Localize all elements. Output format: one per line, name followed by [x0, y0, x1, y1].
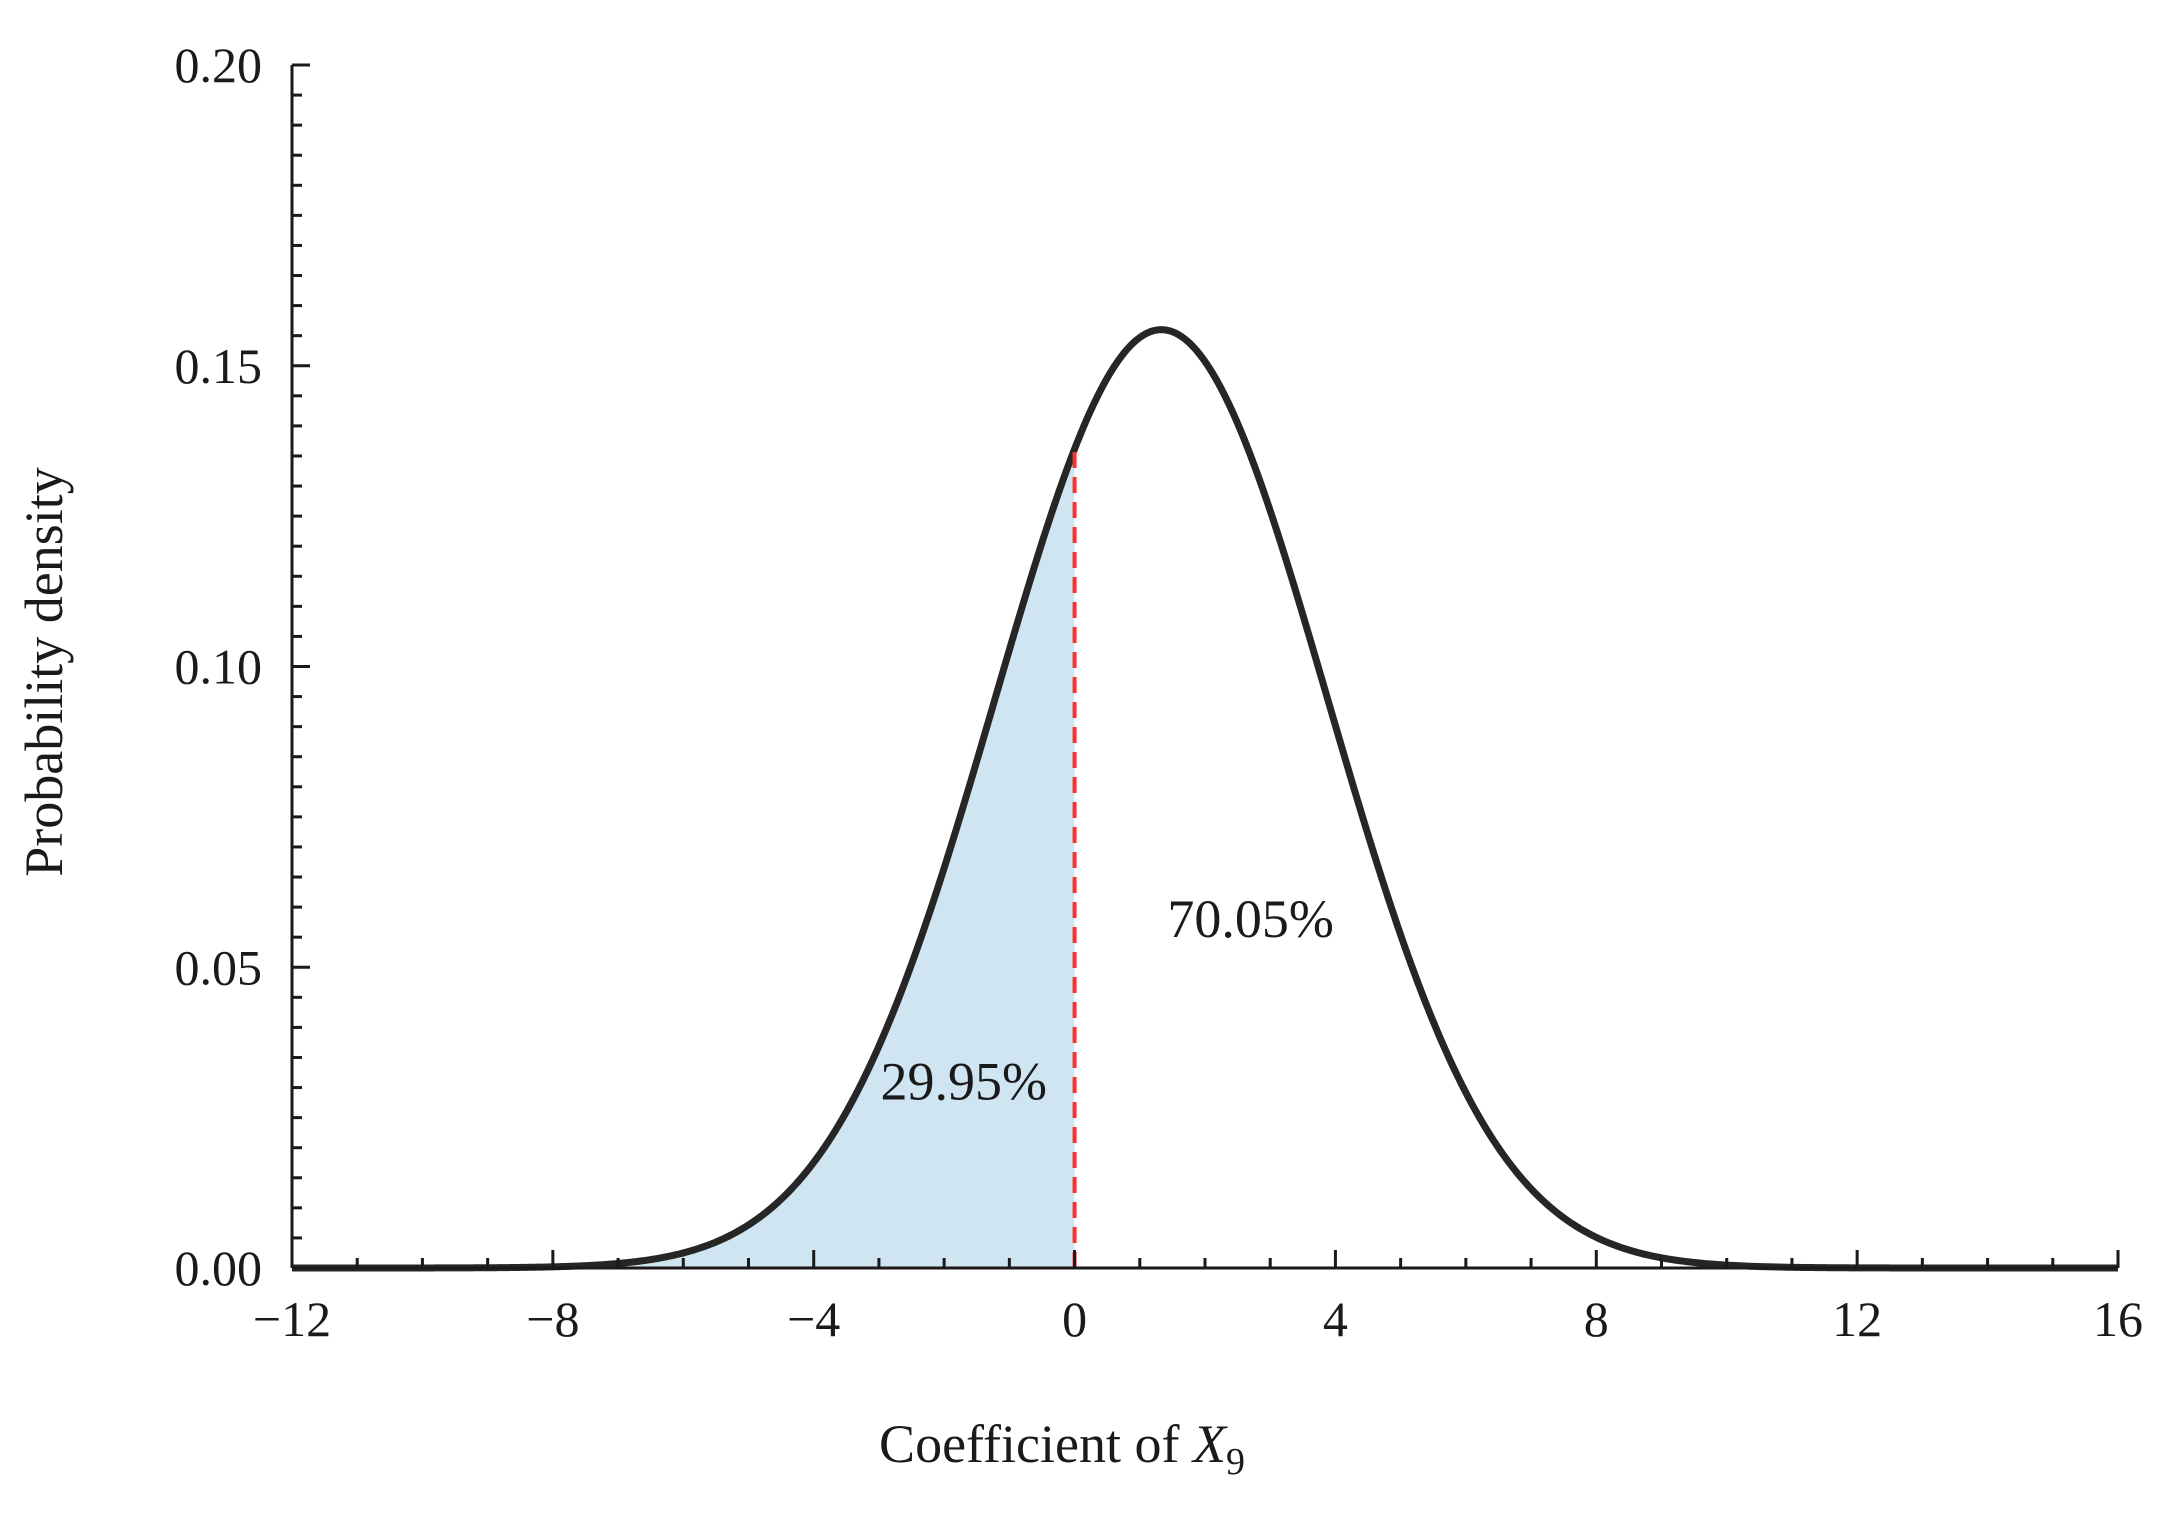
y-tick-label: 0.15 — [175, 338, 263, 394]
y-tick-label: 0.00 — [175, 1240, 263, 1296]
x-tick-label: 12 — [1832, 1291, 1882, 1347]
density-curve — [291, 326, 2119, 1272]
x-axis-title-variable: X — [1191, 1414, 1228, 1474]
x-tick-label: −4 — [787, 1291, 840, 1347]
x-axis-title-subscript: 9 — [1226, 1441, 1245, 1483]
y-tick-label: 0.05 — [175, 939, 263, 995]
x-tick-label: 4 — [1323, 1291, 1348, 1347]
y-ticks: 0.00 0.05 0.10 0.15 0.20 — [175, 37, 310, 1296]
plot-area — [291, 326, 2119, 1272]
x-tick-label: 0 — [1062, 1291, 1087, 1347]
y-axis-title: Probability density — [14, 467, 74, 876]
axes: −12 −8 −4 0 4 8 12 16 0.00 0.05 0.10 0.15 0.20 — [175, 37, 2144, 1347]
x-tick-label: 8 — [1584, 1291, 1609, 1347]
annotations: 29.95% 70.05% — [880, 889, 1333, 1111]
x-axis-title-text: Coefficient of — [879, 1414, 1193, 1474]
x-ticks: −12 −8 −4 0 4 8 12 16 — [253, 1250, 2143, 1347]
y-tick-label: 0.10 — [175, 639, 263, 695]
y-tick-label: 0.20 — [175, 37, 263, 93]
x-tick-label: 16 — [2093, 1291, 2143, 1347]
shaded-area-below-zero — [292, 448, 1075, 1268]
x-tick-label: −8 — [526, 1291, 579, 1347]
x-tick-label: −12 — [253, 1291, 331, 1347]
percentage-annotation: 70.05% — [1167, 889, 1333, 949]
percentage-annotation: 29.95% — [880, 1052, 1046, 1112]
x-axis-title: Coefficient of X9 — [879, 1414, 1245, 1483]
